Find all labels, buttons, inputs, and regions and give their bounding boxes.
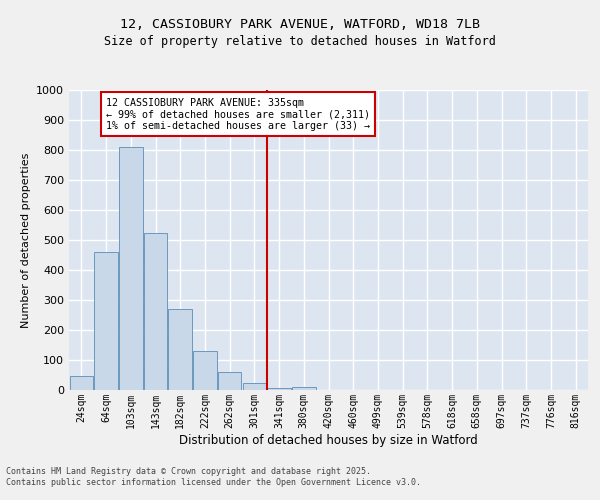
Bar: [193, 351, 217, 390]
Bar: [242, 382, 266, 390]
Bar: [144, 232, 167, 390]
Bar: [169, 309, 192, 390]
Y-axis label: Number of detached properties: Number of detached properties: [20, 152, 31, 328]
Bar: [218, 372, 241, 390]
Bar: [292, 387, 316, 390]
Text: Size of property relative to detached houses in Watford: Size of property relative to detached ho…: [104, 35, 496, 48]
Bar: [70, 376, 93, 390]
X-axis label: Distribution of detached houses by size in Watford: Distribution of detached houses by size …: [179, 434, 478, 446]
Text: 12 CASSIOBURY PARK AVENUE: 335sqm
← 99% of detached houses are smaller (2,311)
1: 12 CASSIOBURY PARK AVENUE: 335sqm ← 99% …: [106, 98, 370, 130]
Bar: [268, 388, 291, 390]
Text: Contains HM Land Registry data © Crown copyright and database right 2025.
Contai: Contains HM Land Registry data © Crown c…: [6, 468, 421, 487]
Bar: [94, 252, 118, 390]
Text: 12, CASSIOBURY PARK AVENUE, WATFORD, WD18 7LB: 12, CASSIOBURY PARK AVENUE, WATFORD, WD1…: [120, 18, 480, 30]
Bar: [119, 147, 143, 390]
